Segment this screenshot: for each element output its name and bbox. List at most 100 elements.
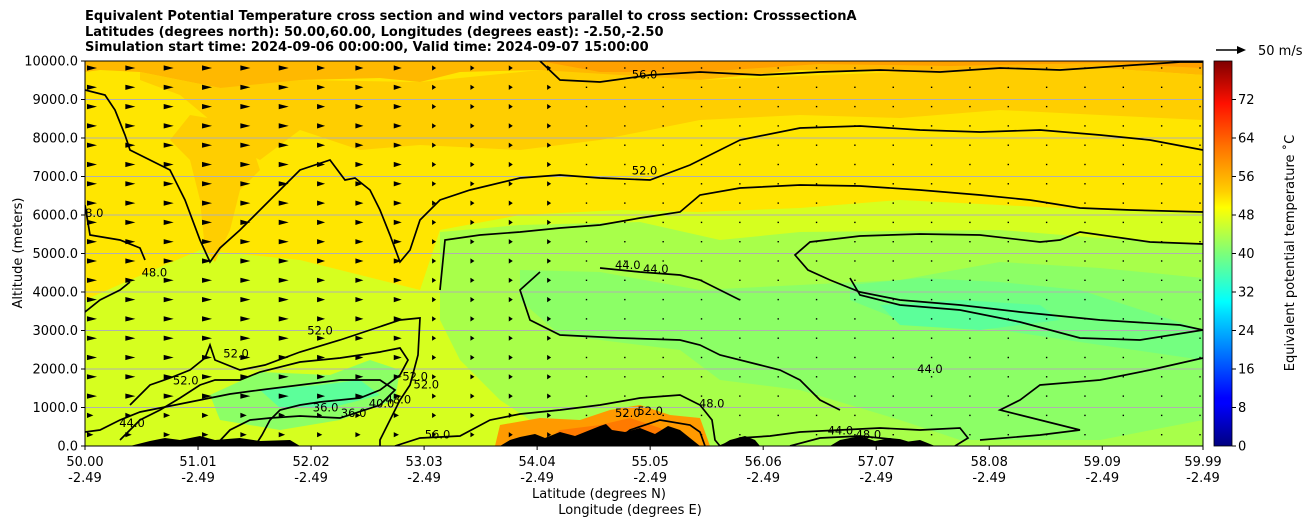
contour-line xyxy=(119,347,409,446)
wind-arrow xyxy=(508,200,513,206)
wind-arrow xyxy=(854,356,856,359)
wind-arrow xyxy=(815,337,818,339)
wind-arrow xyxy=(662,105,664,108)
wind-arrow xyxy=(393,219,402,225)
wind-arrow xyxy=(1084,202,1086,204)
wind-arrow xyxy=(508,277,513,283)
wind-arrow xyxy=(470,316,475,322)
wind-arrow xyxy=(87,432,94,438)
wind-arrow xyxy=(547,354,552,361)
wind-arrow xyxy=(508,354,513,361)
contour-label: 52.0 xyxy=(223,346,249,360)
wind-arrow xyxy=(240,219,251,225)
wind-arrow xyxy=(508,65,513,71)
wind-arrow xyxy=(1122,241,1125,243)
contour-line xyxy=(719,427,970,446)
wind-arrow xyxy=(240,258,251,264)
wind-arrow xyxy=(202,142,213,148)
contour-label: 52.0 xyxy=(637,404,663,418)
wind-arrow xyxy=(1084,279,1086,281)
contour-label: 36.0 xyxy=(313,400,339,414)
colorbar xyxy=(1213,60,1233,447)
wind-arrow xyxy=(1160,279,1163,281)
wind-arrow xyxy=(393,432,399,438)
wind-arrow xyxy=(624,414,626,417)
wind-arrow xyxy=(777,414,779,417)
wind-arrow xyxy=(278,258,289,264)
wind-arrow xyxy=(87,316,97,322)
colorbar-tick-label: 32 xyxy=(1238,286,1255,301)
wind-arrow xyxy=(700,163,703,166)
wind-arrow xyxy=(470,104,475,110)
wind-arrow xyxy=(815,163,818,166)
wind-arrow xyxy=(278,142,289,148)
wind-arrow xyxy=(87,142,97,148)
wind-arrow xyxy=(547,65,552,71)
wind-arrow xyxy=(317,200,326,206)
contour-label: 52.0 xyxy=(173,373,199,387)
wind-arrow xyxy=(432,123,437,129)
colorbar-tick-label: 56 xyxy=(1238,170,1255,185)
wind-arrow xyxy=(815,86,818,88)
contour-label: 48.0 xyxy=(856,427,882,441)
terrain xyxy=(85,424,935,446)
wind-arrow xyxy=(854,86,856,88)
wind-arrow xyxy=(1199,183,1201,185)
wind-arrow xyxy=(662,414,664,417)
wind-arrow xyxy=(624,86,626,88)
x-tick-label-lat: 55.05 xyxy=(632,455,669,470)
wind-arrow xyxy=(547,200,552,206)
wind-arrow xyxy=(1160,298,1163,301)
wind-arrow xyxy=(1045,86,1048,88)
wind-arrow xyxy=(777,337,779,339)
x-axis-label-longitude: Longitude (degrees E) xyxy=(558,503,702,518)
wind-arrow xyxy=(240,432,247,438)
wind-arrow xyxy=(317,258,326,264)
wind-arrow xyxy=(125,316,136,322)
wind-arrow xyxy=(508,181,513,187)
wind-arrow xyxy=(700,241,703,243)
wind-arrow xyxy=(163,258,174,264)
wind-arrow xyxy=(1007,298,1009,301)
x-tick-label-lat: 54.04 xyxy=(519,455,556,470)
wind-arrow xyxy=(393,412,399,418)
wind-arrow xyxy=(87,239,97,245)
wind-arrow xyxy=(854,241,856,243)
wind-arrow xyxy=(470,142,475,148)
wind-arrow xyxy=(892,86,894,88)
wind-arrow xyxy=(393,84,402,90)
wind-arrow xyxy=(700,202,703,204)
wind-arrow xyxy=(1084,67,1086,69)
wind-arrow xyxy=(432,374,437,380)
wind-arrow xyxy=(87,161,97,168)
wind-arrow xyxy=(1122,414,1125,417)
wind-arrow xyxy=(892,241,894,243)
wind-arrow xyxy=(125,354,136,361)
wind-arrow xyxy=(317,277,326,283)
wind-arrow xyxy=(278,354,289,361)
wind-arrow xyxy=(1199,395,1201,397)
wind-arrow xyxy=(892,183,894,185)
wind-arrow xyxy=(355,354,364,361)
colorbar-ticks: 0 8 16 24 32 40 48 56 64 72 xyxy=(1232,93,1255,455)
wind-arrow xyxy=(1199,414,1201,417)
wind-arrow xyxy=(432,297,437,303)
wind-arrow xyxy=(202,181,213,187)
colorbar-tick-label: 16 xyxy=(1238,363,1255,378)
wind-arrow xyxy=(662,183,664,185)
wind-arrow xyxy=(1084,163,1086,166)
x-tick-label-lon: -2.49 xyxy=(1085,471,1119,486)
wind-arrow xyxy=(892,260,894,262)
wind-arrow xyxy=(930,86,933,88)
wind-arrow xyxy=(1084,356,1086,359)
wind-arrow xyxy=(240,200,251,206)
wind-arrow xyxy=(930,105,933,108)
wind-arrow xyxy=(1199,337,1201,339)
wind-arrow xyxy=(393,316,402,322)
wind-arrow xyxy=(1007,86,1009,88)
wind-arrow xyxy=(624,202,626,204)
contour-label: 44.0 xyxy=(615,258,641,272)
wind-arrow xyxy=(240,181,251,187)
wind-arrow xyxy=(1084,183,1086,185)
wind-arrow xyxy=(1045,67,1048,69)
